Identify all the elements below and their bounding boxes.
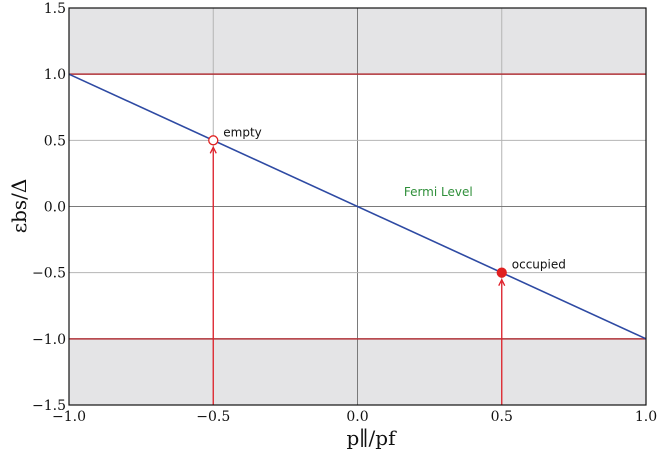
arrows — [209, 145, 506, 405]
annotations: empty occupied Fermi Level — [223, 125, 566, 271]
x-tick-label-2: 0.0 — [346, 409, 368, 425]
dispersion-line-0 — [68, 73, 647, 340]
plot-frame — [68, 7, 647, 406]
y-tick-label-4: 0.5 — [44, 133, 66, 149]
state-point-1 — [496, 267, 507, 278]
arrow-head-0 — [209, 145, 217, 154]
state-point-0 — [208, 135, 219, 146]
series — [68, 73, 647, 340]
y-tick-label-1: −1.0 — [32, 332, 66, 348]
y-tick-label-0: −1.5 — [32, 398, 66, 414]
x-tick-label-3: 0.5 — [491, 409, 513, 425]
y-tick-label-5: 1.0 — [44, 67, 66, 83]
x-tick-label-1: −0.5 — [196, 409, 230, 425]
x-tick-label-4: 1.0 — [635, 409, 657, 425]
y-tick-label-3: 0.0 — [44, 200, 66, 216]
y-tick-labels: −1.5 −1.0 −0.5 0.0 0.5 1.0 1.5 — [32, 1, 66, 414]
x-tick-label-0: −1.0 — [52, 409, 86, 425]
x-tick-labels: −1.0 −0.5 0.0 0.5 1.0 — [52, 409, 657, 425]
x-axis-label: p∥/pf — [347, 426, 398, 450]
arrow-head-1 — [498, 278, 506, 286]
y-tick-label-6: 1.5 — [44, 1, 66, 17]
annotation-0: Fermi Level — [404, 185, 473, 199]
y-tick-label-2: −0.5 — [32, 266, 66, 282]
state-label-1: occupied — [512, 258, 566, 272]
y-axis-label: εbs/Δ — [7, 179, 31, 234]
band-edge-lines — [69, 73, 646, 340]
state-label-0: empty — [223, 125, 262, 139]
points — [208, 135, 507, 278]
